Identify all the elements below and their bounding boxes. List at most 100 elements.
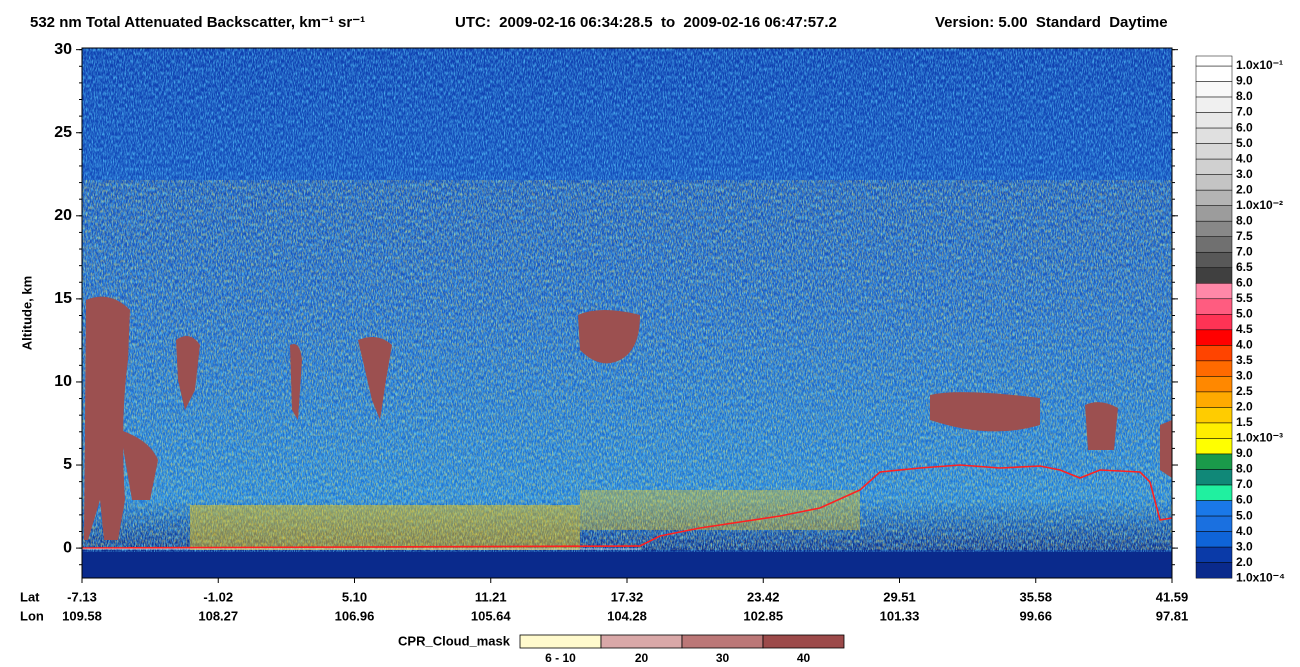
field-aerosol: [82, 180, 1172, 550]
lat-label: 41.59: [1156, 589, 1189, 604]
colorbar-cell: [1195, 531, 1233, 548]
colorbar-cell: [1195, 220, 1233, 237]
lat-label: 35.58: [1019, 589, 1052, 604]
colorbar-cell: [1195, 376, 1233, 393]
row-label: Lon: [20, 608, 44, 623]
lat-label: 29.51: [883, 589, 916, 604]
colorbar-label: 5.0: [1236, 136, 1253, 150]
lon-label: 102.85: [743, 608, 783, 623]
cloud: [358, 336, 392, 420]
colorbar-cell: [1195, 562, 1233, 579]
lon-label: 105.64: [471, 608, 512, 623]
colorbar-cell: [1195, 329, 1233, 346]
colorbar-cell: [1195, 96, 1233, 113]
y-tick-label: 0: [63, 539, 72, 556]
colorbar-label: 5.0: [1236, 508, 1253, 522]
lon-label: 99.66: [1019, 608, 1052, 623]
colorbar-label: 6.0: [1236, 120, 1253, 134]
lat-label: -1.02: [203, 589, 233, 604]
colorbar-label: 8.0: [1236, 89, 1253, 103]
colorbar-cell: [1195, 236, 1233, 253]
colorbar-label: 1.0x10⁻¹: [1236, 58, 1283, 72]
cloud-mask-swatch: [762, 634, 845, 649]
colorbar-cell: [1195, 174, 1233, 191]
lat-label: 23.42: [747, 589, 780, 604]
colorbar-label: 7.0: [1236, 477, 1253, 491]
colorbar-cell: [1195, 422, 1233, 439]
cloud: [120, 430, 158, 500]
colorbar-cell: [1195, 438, 1233, 455]
cloud-mask-label: 20: [635, 651, 649, 665]
colorbar-label: 9.0: [1236, 74, 1253, 88]
colorbar-label: 1.5: [1236, 415, 1253, 429]
colorbar-label: 6.0: [1236, 493, 1253, 507]
colorbar-label: 8.0: [1236, 462, 1253, 476]
time-range: UTC: 2009-02-16 06:34:28.5 to 2009-02-16…: [455, 14, 837, 31]
colorbar-cell: [1195, 391, 1233, 408]
colorbar-label: 3.0: [1236, 167, 1253, 181]
colorbar-cell: [1195, 314, 1233, 331]
colorbar-label: 8.0: [1236, 213, 1253, 227]
y-tick-label: 10: [54, 373, 72, 390]
cloud-mask-swatch: [519, 634, 602, 649]
y-axis-label: Altitude, km: [19, 276, 34, 350]
colorbar-cell: [1195, 112, 1233, 129]
colorbar-cell: [1195, 546, 1233, 563]
colorbar-cell: [1195, 81, 1233, 98]
colorbar-label: 1.0x10⁻²: [1236, 198, 1283, 212]
colorbar-cell: [1195, 500, 1233, 517]
surface-line: [82, 464, 1172, 549]
lon-label: 108.27: [198, 608, 238, 623]
colorbar-cell: [1195, 345, 1233, 362]
lon-label: 106.96: [335, 608, 375, 623]
version: Version: 5.00 Standard Daytime: [935, 14, 1168, 31]
colorbar-label: 1.0x10⁻⁴: [1236, 570, 1285, 584]
subsurface: [82, 552, 1172, 578]
colorbar-label: 7.0: [1236, 105, 1253, 119]
colorbar-cell: [1195, 267, 1233, 284]
lon-label: 97.81: [1156, 608, 1189, 623]
colorbar-cell: [1195, 360, 1233, 377]
y-tick-label: 15: [54, 290, 72, 307]
colorbar-cell: [1195, 283, 1233, 300]
colorbar-label: 4.0: [1236, 151, 1253, 165]
colorbar-cell: [1195, 251, 1233, 269]
colorbar-label: 5.0: [1236, 306, 1253, 320]
colorbar-label: 2.0: [1236, 555, 1253, 569]
y-tick-label: 5: [63, 456, 72, 473]
colorbar-label: 6.0: [1236, 275, 1253, 289]
colorbar-cell: [1195, 127, 1233, 144]
colorbar-cell: [1195, 189, 1233, 206]
cloud: [290, 344, 302, 420]
colorbar-label: 9.0: [1236, 446, 1253, 460]
colorbar-label: 3.0: [1236, 539, 1253, 553]
cloud: [930, 392, 1040, 432]
colorbar-label: 5.5: [1236, 291, 1253, 305]
cloud: [176, 336, 200, 410]
colorbar-cell: [1195, 469, 1233, 486]
lat-label: -7.13: [67, 589, 97, 604]
colorbar-label: 4.0: [1236, 338, 1253, 352]
colorbar-cap: [1195, 55, 1233, 67]
colorbar-cell: [1195, 298, 1233, 315]
colorbar-label: 4.5: [1236, 322, 1253, 336]
lon-label: 109.58: [62, 608, 102, 623]
colorbar-cell: [1195, 158, 1233, 175]
cloud-mask-title: CPR_Cloud_mask: [398, 633, 511, 648]
colorbar-cell: [1195, 515, 1233, 532]
lat-label: 11.21: [475, 589, 507, 604]
backscatter-field: [82, 48, 1172, 578]
row-label: Lat: [20, 589, 40, 604]
colorbar-label: 7.5: [1236, 229, 1253, 243]
cloud-mask-swatch: [600, 634, 683, 649]
y-tick-label: 20: [54, 207, 72, 224]
chart-title: 532 nm Total Attenuated Backscatter, km⁻…: [30, 14, 365, 31]
colorbar-label: 7.0: [1236, 244, 1253, 258]
cloud-mask-label: 40: [797, 651, 811, 665]
colorbar-cell: [1195, 205, 1233, 222]
cloud: [1160, 420, 1172, 478]
colorbar-label: 4.0: [1236, 524, 1253, 538]
lon-label: 101.33: [880, 608, 920, 623]
colorbar-cell: [1195, 143, 1233, 160]
